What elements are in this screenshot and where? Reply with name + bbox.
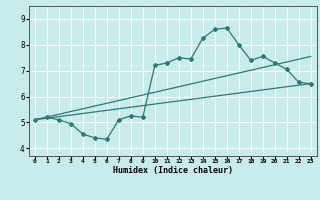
X-axis label: Humidex (Indice chaleur): Humidex (Indice chaleur) (113, 166, 233, 175)
